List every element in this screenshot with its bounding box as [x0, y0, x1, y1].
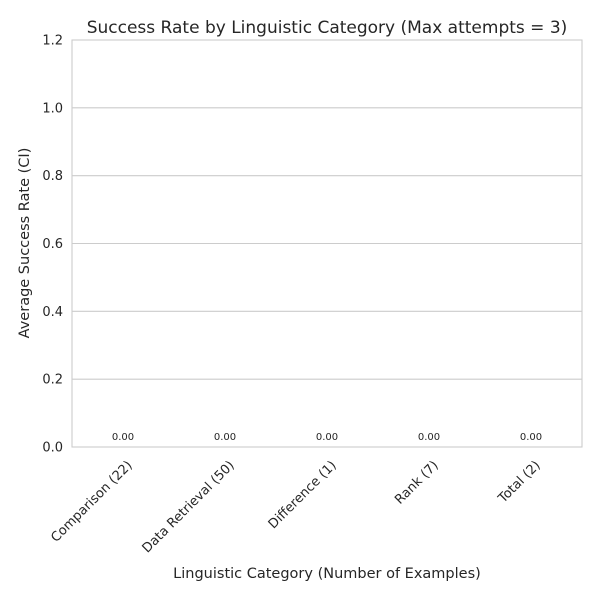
x-tick-label: Comparison (22) [48, 458, 135, 545]
y-axis-label: Average Success Rate (CI) [17, 148, 33, 339]
x-tick-label: Difference (1) [266, 458, 340, 532]
y-tick-label: 1.0 [42, 101, 63, 116]
gridlines [72, 39, 582, 448]
data-labels: 0.00 0.00 0.00 0.00 0.00 [112, 432, 542, 443]
bar-value-label: 0.00 [214, 432, 236, 443]
x-tick-label: Rank (7) [392, 458, 442, 508]
bar-value-label: 0.00 [520, 432, 542, 443]
chart-title: Success Rate by Linguistic Category (Max… [87, 18, 568, 38]
x-tick-label: Data Retrieval (50) [140, 458, 238, 556]
x-tick-label: Total (2) [495, 458, 544, 507]
y-axis-ticks: 0.0 0.2 0.4 0.6 0.8 1.0 1.2 [42, 34, 63, 456]
bar-value-label: 0.00 [112, 432, 134, 443]
y-tick-label: 0.4 [42, 305, 63, 320]
bar-value-label: 0.00 [316, 432, 338, 443]
y-tick-label: 1.2 [42, 34, 63, 49]
y-tick-label: 0.8 [42, 169, 63, 184]
x-axis-label: Linguistic Category (Number of Examples) [173, 566, 481, 582]
y-tick-label: 0.2 [42, 373, 63, 388]
y-tick-label: 0.0 [42, 441, 63, 456]
x-axis-ticks: Comparison (22) Data Retrieval (50) Differ… [48, 458, 543, 556]
bar-value-label: 0.00 [418, 432, 440, 443]
y-tick-label: 0.6 [42, 237, 63, 252]
plot-frame [71, 39, 583, 448]
